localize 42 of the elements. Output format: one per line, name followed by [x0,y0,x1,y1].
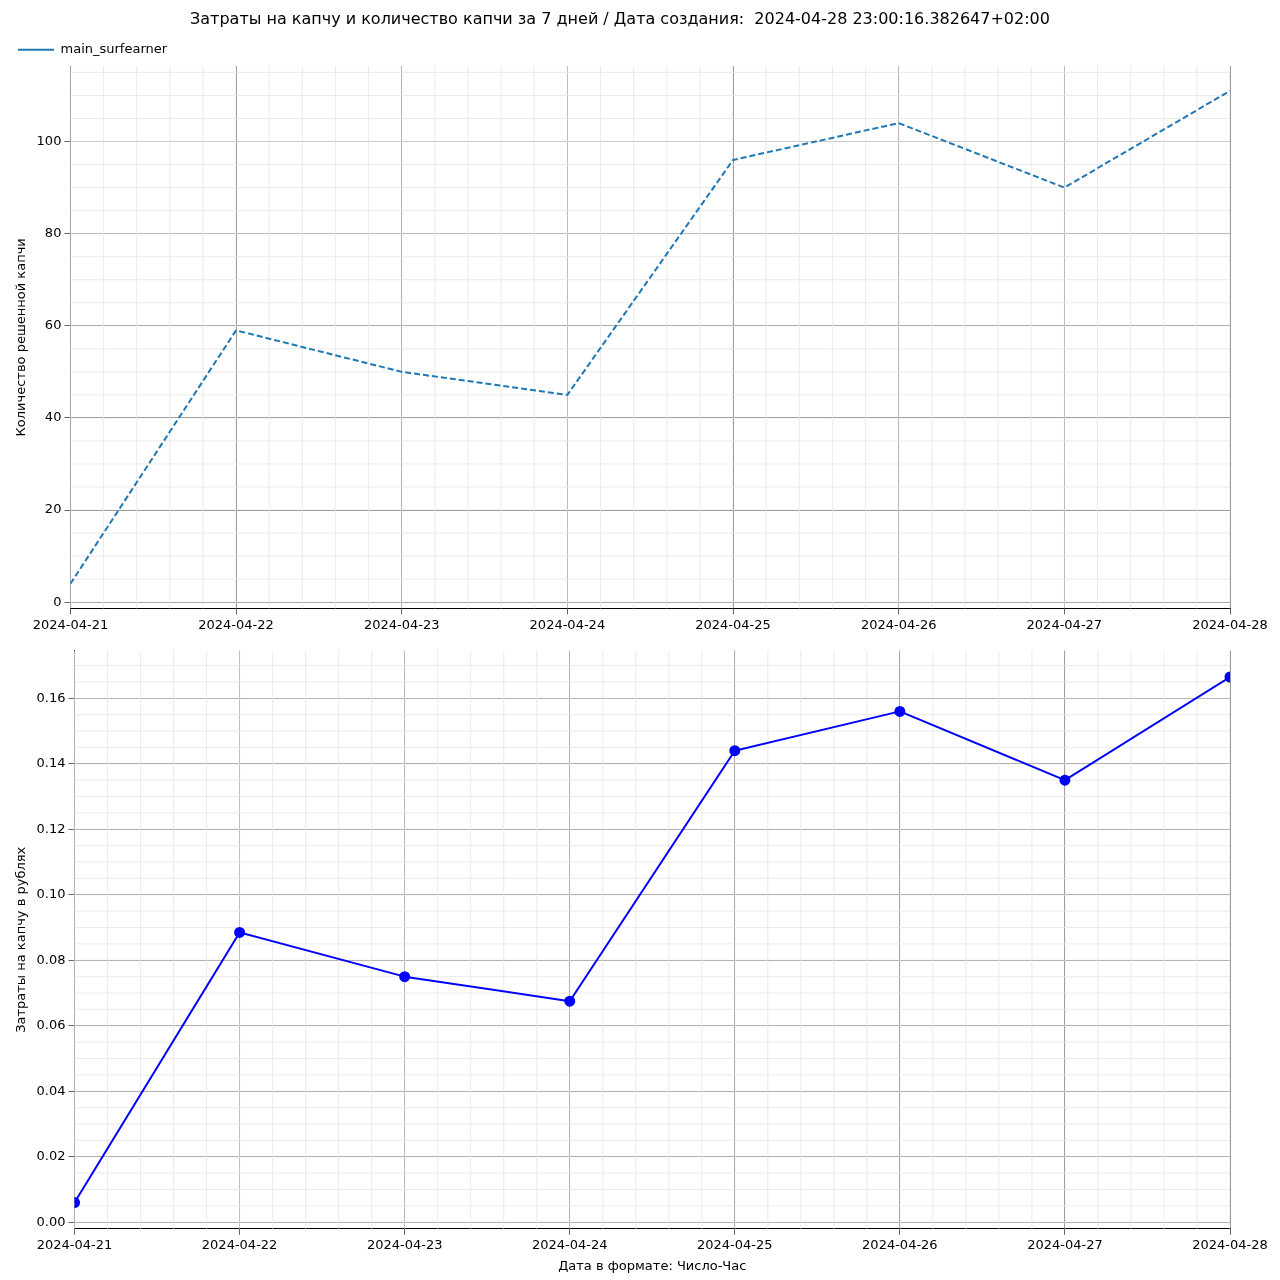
x-tick-label: 2024-04-24 [529,616,606,632]
x-tick-label: 2024-04-21 [36,1236,113,1252]
y-tick-label: 40 [44,409,62,425]
point [234,926,246,938]
x-tick-label: 2024-04-26 [860,616,937,632]
x-tick-label: 2024-04-25 [697,1236,773,1252]
y-tick-label: 80 [44,225,62,241]
x-axis-title: Дата в формате: Число-Час [558,1257,747,1273]
x-tick-label: 2024-04-23 [363,616,440,632]
point [564,995,576,1007]
x-tick-label: 2024-04-28 [1192,616,1268,632]
y-axis-title: Количество решенной капчи [13,238,29,437]
chart-title: Затраты на капчу и количество капчи за 7 дней / Дата создания: 2024-04-28 23:00:16.382647+02:00 [190,8,1050,28]
x-tick-label: 2024-04-28 [1192,1236,1268,1252]
y-tick-label: 0.12 [36,820,66,836]
x-tick-label: 2024-04-27 [1027,1236,1103,1252]
x-tick-label: 2024-04-22 [198,616,274,632]
x-tick-label: 2024-04-27 [1026,616,1103,632]
legend-label: main_surfearner [60,41,168,57]
y-tick-label: 0 [53,593,62,609]
x-tick-label: 2024-04-22 [201,1236,278,1252]
x-tick-label: 2024-04-26 [862,1236,938,1252]
y-axis-title: Затраты на капчу в рублях [13,846,29,1033]
y-tick-label: 0.10 [36,886,66,902]
x-tick-label: 2024-04-24 [531,1236,608,1252]
x-tick-label: 2024-04-23 [366,1236,443,1252]
y-tick-label: 0.16 [36,689,66,705]
y-tick-label: 0.08 [36,951,66,967]
x-tick-label: 2024-04-25 [695,616,771,632]
point [399,971,411,983]
point [894,705,906,717]
y-tick-label: 0.06 [36,1017,66,1033]
y-tick-label: 20 [44,501,62,517]
point [729,745,741,757]
y-tick-label: 60 [44,317,62,333]
x-tick-label: 2024-04-21 [32,616,109,632]
y-tick-label: 100 [36,132,62,148]
y-tick-label: 0.14 [36,755,66,771]
y-tick-label: 0.00 [36,1213,66,1229]
y-tick-label: 0.04 [36,1082,66,1098]
y-tick-label: 0.02 [36,1148,66,1164]
point [1059,774,1071,786]
